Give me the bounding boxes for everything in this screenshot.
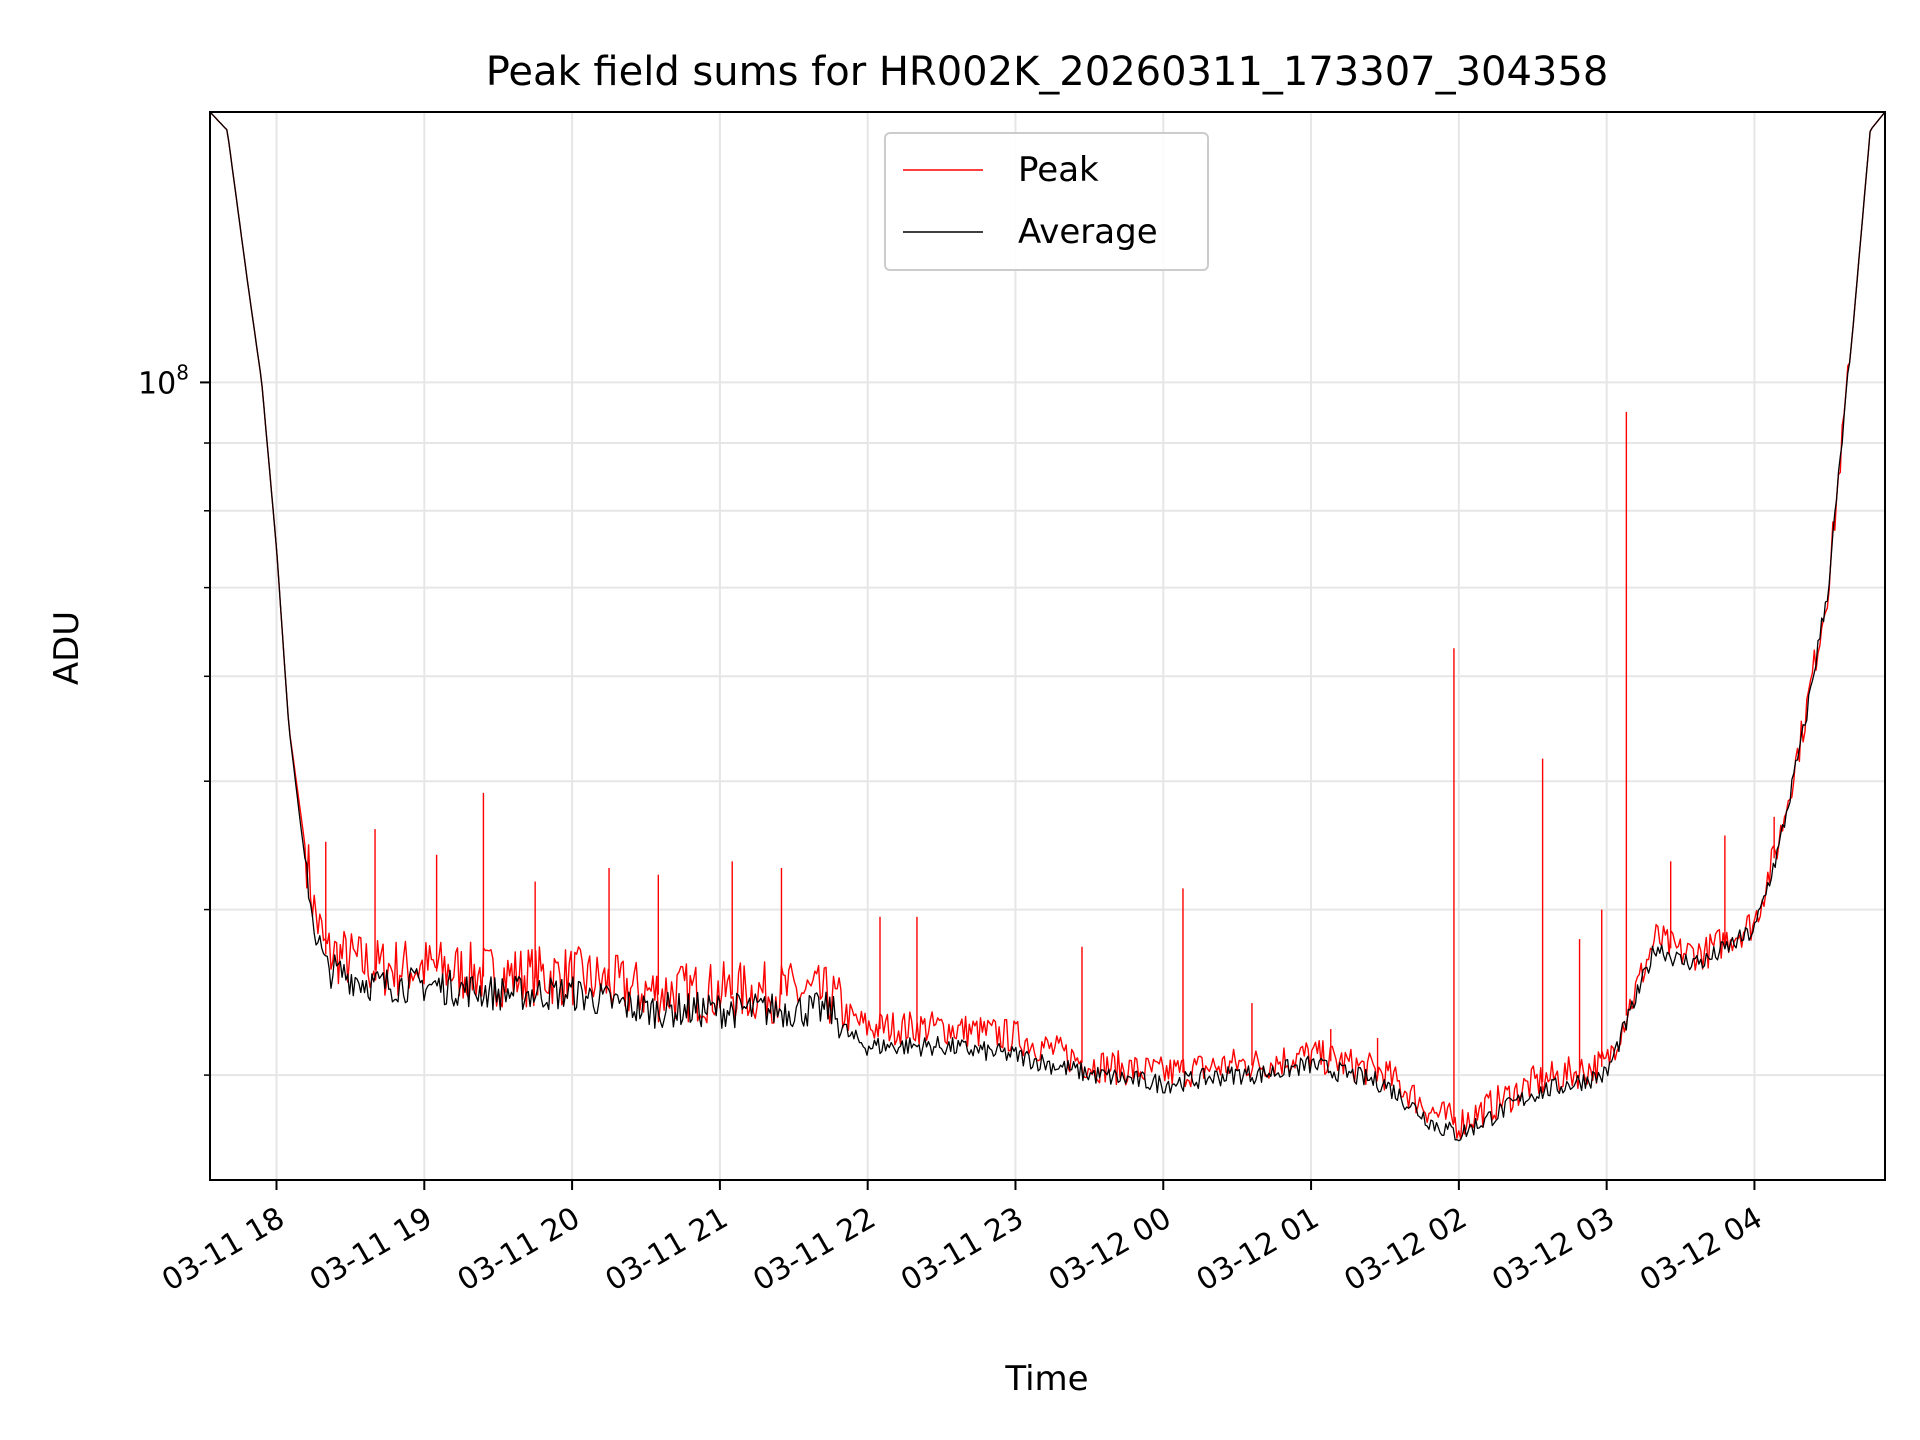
series-line-average [209, 111, 1886, 1142]
x-axis-label: Time [1004, 1359, 1088, 1399]
series-line-peak [209, 111, 1886, 1140]
legend-label-average: Average [1018, 212, 1158, 252]
legend: Peak Average [884, 132, 1209, 271]
chart-title: Peak field sums for HR002K_20260311_1733… [486, 49, 1609, 95]
series-group [209, 111, 1886, 1142]
grid [210, 112, 1885, 1180]
legend-label-peak: Peak [1018, 150, 1099, 190]
plot-frame [209, 111, 1886, 1181]
legend-box [884, 132, 1209, 271]
y-axis-label: ADU [47, 611, 87, 685]
